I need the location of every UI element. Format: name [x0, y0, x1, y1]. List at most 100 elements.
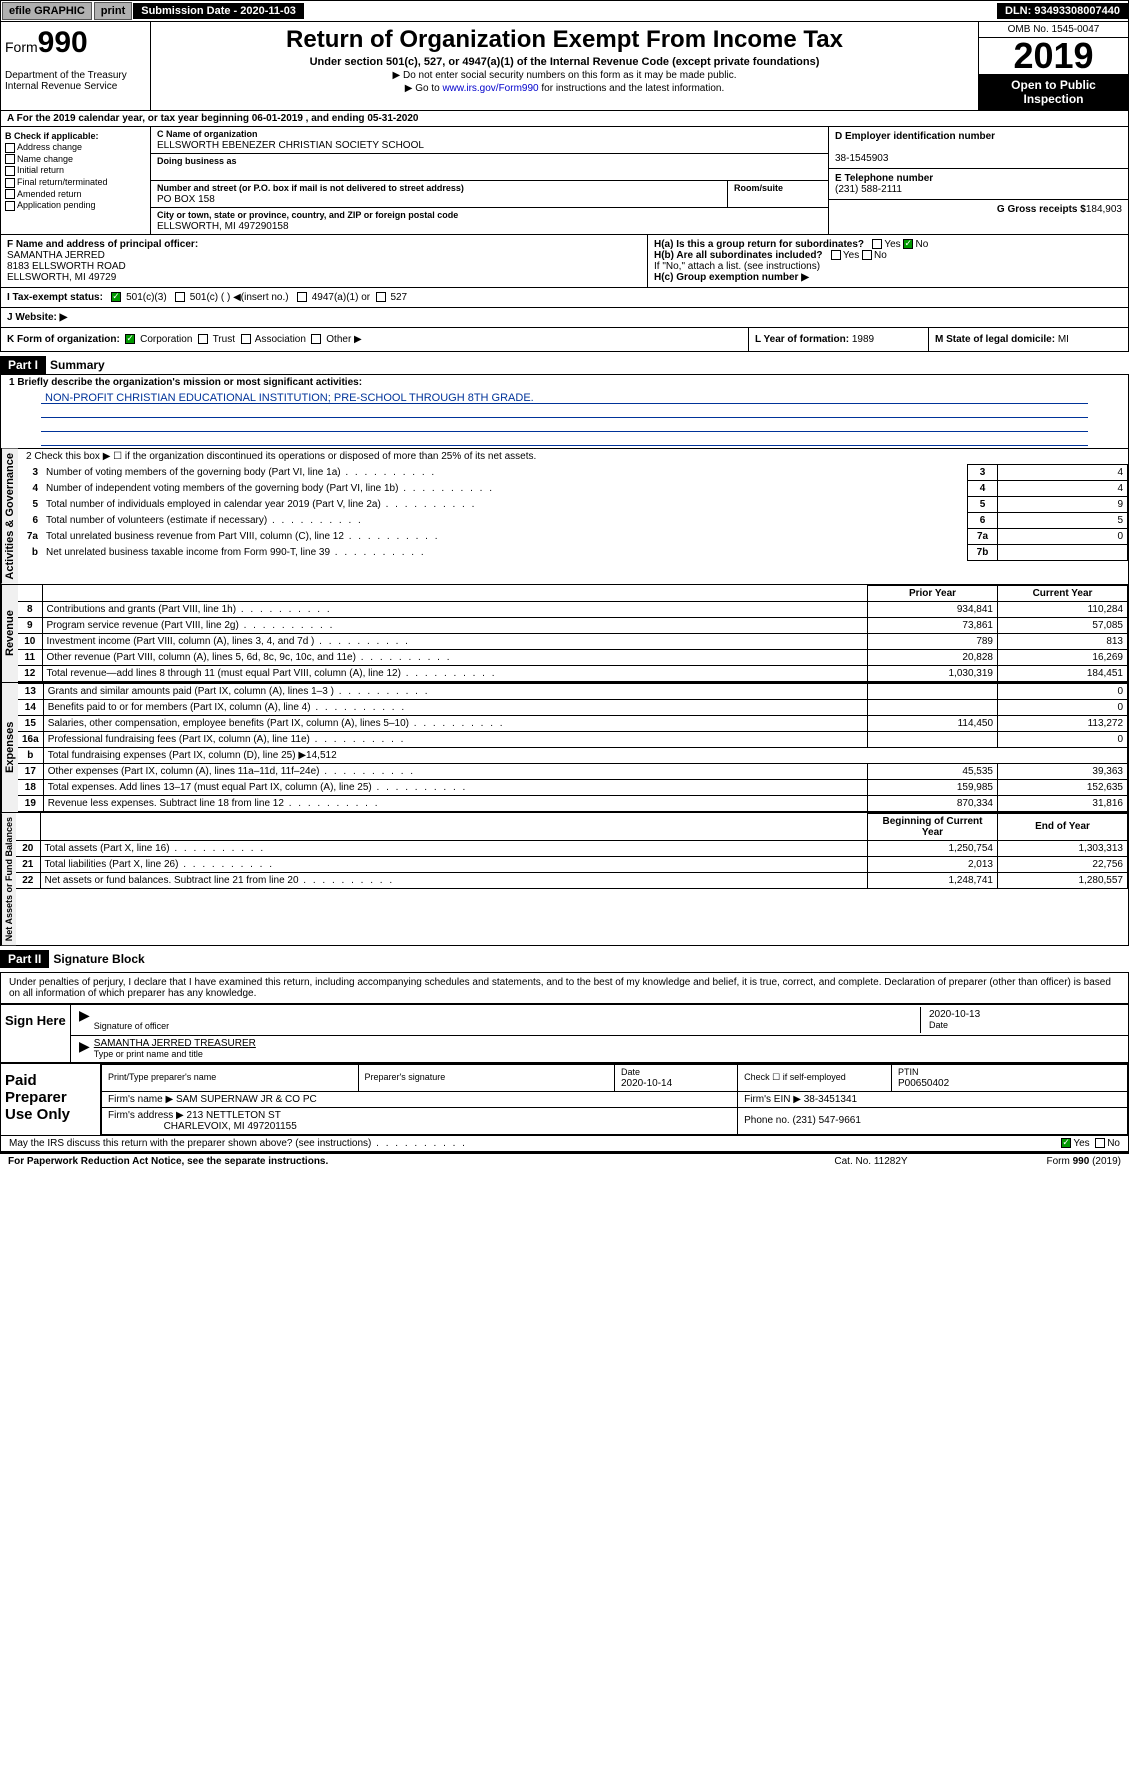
city-value: ELLSWORTH, MI 497290158 [157, 221, 289, 232]
table-row: 12Total revenue—add lines 8 through 11 (… [18, 665, 1128, 681]
department-label: Department of the Treasury Internal Reve… [5, 70, 146, 92]
checkbox-address-change[interactable]: Address change [5, 142, 146, 153]
checkbox-application-pending[interactable]: Application pending [5, 200, 146, 211]
checkbox-name-change[interactable]: Name change [5, 154, 146, 165]
firm-ein: 38-3451341 [804, 1094, 857, 1105]
room-cell: Room/suite [728, 181, 828, 207]
table-row: 14Benefits paid to or for members (Part … [18, 699, 1128, 715]
part1-header: Part I [0, 356, 46, 374]
org-name-cell: C Name of organization ELLSWORTH EBENEZE… [151, 127, 828, 154]
part2-subtitle: Signature Block [53, 952, 144, 966]
table-row: 9Program service revenue (Part VIII, lin… [18, 617, 1128, 633]
table-row: 18Total expenses. Add lines 13–17 (must … [18, 779, 1128, 795]
tax-year: 2019 [979, 38, 1128, 74]
table-row: bNet unrelated business taxable income f… [18, 545, 1128, 561]
section-h: H(a) Is this a group return for subordin… [648, 235, 1128, 287]
gross-receipts-value: 184,903 [1086, 204, 1122, 215]
table-row: 16aProfessional fundraising fees (Part I… [18, 731, 1128, 747]
street-cell: Number and street (or P.O. box if mail i… [151, 181, 728, 207]
arrow-icon: ▶ [79, 1038, 90, 1060]
discuss-yes-check [1061, 1138, 1071, 1148]
form-number: 990 [38, 26, 88, 59]
expenses-table: 13Grants and similar amounts paid (Part … [18, 683, 1128, 812]
table-row: bTotal fundraising expenses (Part IX, co… [18, 747, 1128, 763]
dln-label: DLN: 93493308007440 [997, 3, 1128, 19]
print-button[interactable]: print [94, 2, 132, 20]
irs-link[interactable]: www.irs.gov/Form990 [442, 83, 538, 94]
paid-preparer-label: Paid Preparer Use Only [1, 1064, 101, 1135]
officer-print-name: SAMANTHA JERRED TREASURER [94, 1038, 256, 1049]
year-formation-cell: L Year of formation: 1989 [748, 328, 928, 351]
table-row: 5Total number of individuals employed in… [18, 497, 1128, 513]
form-header: Form990 Department of the Treasury Inter… [0, 22, 1129, 111]
form-subtitle: Under section 501(c), 527, or 4947(a)(1)… [155, 56, 974, 68]
table-row: 4Number of independent voting members of… [18, 481, 1128, 497]
row-a-tax-year-range: A For the 2019 calendar year, or tax yea… [0, 111, 1129, 127]
net-assets-table: Beginning of Current YearEnd of Year 20T… [16, 813, 1128, 889]
ein-cell: D Employer identification number 38-1545… [829, 127, 1128, 169]
revenue-table: Prior YearCurrent Year 8Contributions an… [18, 585, 1128, 682]
table-row: 3Number of voting members of the governi… [18, 465, 1128, 481]
table-row: 13Grants and similar amounts paid (Part … [18, 683, 1128, 699]
org-form-cell: K Form of organization: Corporation Trus… [1, 328, 748, 351]
prep-date: 2020-10-14 [621, 1078, 672, 1089]
table-row: 20Total assets (Part X, line 16)1,250,75… [16, 840, 1128, 856]
state-domicile-cell: M State of legal domicile: MI [928, 328, 1128, 351]
table-row: 22Net assets or fund balances. Subtract … [16, 872, 1128, 888]
mission-text: NON-PROFIT CHRISTIAN EDUCATIONAL INSTITU… [41, 392, 1088, 404]
form-label: Form [5, 39, 38, 55]
officer-cell: F Name and address of principal officer:… [1, 235, 648, 287]
ein-value: 38-1545903 [835, 153, 888, 164]
section-b-label: B Check if applicable: [5, 131, 99, 141]
table-row: 6Total number of volunteers (estimate if… [18, 513, 1128, 529]
table-row: 11Other revenue (Part VIII, column (A), … [18, 649, 1128, 665]
corp-check [125, 334, 135, 344]
ptin-value: P00650402 [898, 1078, 949, 1089]
efile-label: efile GRAPHIC [2, 2, 92, 20]
phone-value: (231) 588-2111 [835, 184, 902, 195]
section-b-checkboxes: B Check if applicable: Address change Na… [1, 127, 151, 234]
firm-phone: (231) 547-9661 [793, 1115, 861, 1126]
tax-exempt-row: I Tax-exempt status: 501(c)(3) 501(c) ( … [0, 288, 1129, 308]
discuss-row: May the IRS discuss this return with the… [0, 1136, 1129, 1152]
city-cell: City or town, state or province, country… [151, 208, 828, 234]
form-note-2: ▶ Go to www.irs.gov/Form990 for instruct… [155, 83, 974, 94]
checkbox-initial-return[interactable]: Initial return [5, 165, 146, 176]
vert-net-assets: Net Assets or Fund Balances [1, 813, 16, 945]
ha-no-check [903, 239, 913, 249]
table-row: 8Contributions and grants (Part VIII, li… [18, 601, 1128, 617]
perjury-statement: Under penalties of perjury, I declare th… [1, 973, 1128, 1005]
phone-cell: E Telephone number (231) 588-2111 [829, 169, 1128, 200]
501c3-check [111, 292, 121, 302]
submission-date: Submission Date - 2020-11-03 [133, 3, 304, 19]
sig-date: 2020-10-13 [929, 1009, 980, 1020]
open-public-badge: Open to Public Inspection [979, 74, 1128, 110]
part1-subtitle: Summary [50, 358, 105, 372]
table-row: 19Revenue less expenses. Subtract line 1… [18, 795, 1128, 811]
vert-activities-governance: Activities & Governance [1, 449, 18, 584]
table-row: 7aTotal unrelated business revenue from … [18, 529, 1128, 545]
form-note-1: ▶ Do not enter social security numbers o… [155, 70, 974, 81]
table-row: 15Salaries, other compensation, employee… [18, 715, 1128, 731]
firm-name: SAM SUPERNAW JR & CO PC [176, 1094, 317, 1105]
governance-table: 3Number of voting members of the governi… [18, 464, 1128, 561]
org-name: ELLSWORTH EBENEZER CHRISTIAN SOCIETY SCH… [157, 140, 424, 151]
topbar: efile GRAPHIC print Submission Date - 20… [0, 0, 1129, 22]
officer-name: SAMANTHA JERRED [7, 250, 105, 261]
arrow-icon: ▶ [79, 1007, 90, 1033]
checkbox-final-return[interactable]: Final return/terminated [5, 177, 146, 188]
firm-address: 213 NETTLETON ST [187, 1110, 281, 1121]
street-value: PO BOX 158 [157, 194, 215, 205]
sign-here-label: Sign Here [1, 1005, 71, 1062]
table-row: 10Investment income (Part VIII, column (… [18, 633, 1128, 649]
part2-header: Part II [0, 950, 49, 968]
checkbox-amended-return[interactable]: Amended return [5, 189, 146, 200]
table-row: 17Other expenses (Part IX, column (A), l… [18, 763, 1128, 779]
vert-expenses: Expenses [1, 683, 18, 812]
line-2: 2 Check this box ▶ ☐ if the organization… [18, 449, 1128, 464]
vert-revenue: Revenue [1, 585, 18, 682]
footer-row: For Paperwork Reduction Act Notice, see … [0, 1152, 1129, 1169]
table-row: 21Total liabilities (Part X, line 26)2,0… [16, 856, 1128, 872]
dba-cell: Doing business as [151, 154, 828, 181]
preparer-table: Print/Type preparer's name Preparer's si… [101, 1064, 1128, 1135]
